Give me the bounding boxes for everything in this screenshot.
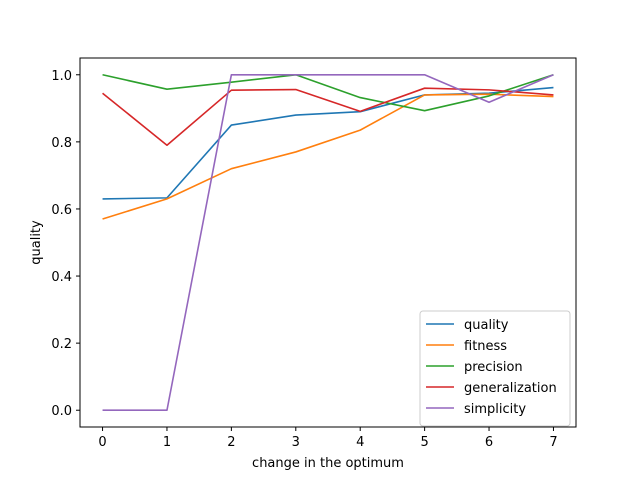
series-line-quality (102, 86, 554, 200)
y-tick-label: 1.0 (51, 69, 72, 84)
x-tick-label: 6 (485, 435, 493, 450)
series-line-simplicity (102, 73, 554, 412)
x-tick-label: 7 (549, 435, 557, 450)
series-line-generalization (102, 87, 554, 147)
legend-label-generalization: generalization (464, 381, 557, 396)
legend: quality fitness precision generalization sim… (419, 310, 571, 427)
series-line-fitness (102, 93, 554, 220)
legend-label-simplicity: simplicity (464, 402, 526, 417)
legend-box (419, 310, 571, 427)
y-tick-label: 0.2 (51, 337, 72, 352)
x-axis: 0 1 2 3 4 5 6 7 (98, 427, 558, 450)
y-tick-label: 0.4 (51, 270, 72, 285)
x-tick-label: 0 (98, 435, 106, 450)
y-tick-label: 0.8 (51, 136, 72, 151)
y-tick-label: 0.0 (51, 404, 72, 419)
plot-frame (79, 57, 577, 428)
x-tick-label: 2 (227, 435, 235, 450)
legend-label-precision: precision (464, 360, 523, 375)
y-tick-label: 0.6 (51, 203, 72, 218)
y-axis-label: quality (29, 220, 44, 265)
x-axis-label: change in the optimum (252, 456, 404, 471)
x-tick-label: 5 (420, 435, 428, 450)
legend-label-quality: quality (464, 318, 509, 333)
y-axis: 0.0 0.2 0.4 0.6 0.8 1.0 (51, 69, 80, 419)
x-tick-label: 4 (356, 435, 364, 450)
x-tick-label: 3 (292, 435, 300, 450)
legend-label-fitness: fitness (464, 339, 507, 354)
x-tick-label: 1 (163, 435, 171, 450)
plot-lines (102, 73, 554, 412)
